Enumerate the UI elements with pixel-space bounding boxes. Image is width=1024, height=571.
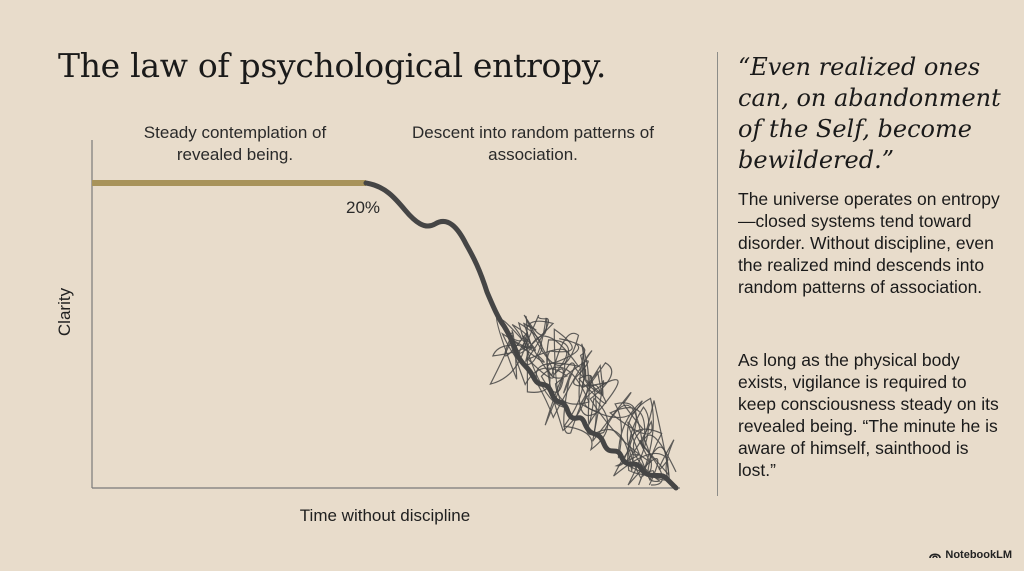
- scribble-stroke: [491, 321, 670, 486]
- descent-line: [363, 180, 679, 491]
- page-title: The law of psychological entropy.: [58, 46, 607, 85]
- sidebar-quote: “Even realized ones can, on abandonment …: [738, 53, 1001, 174]
- x-axis-label: Time without discipline: [299, 506, 471, 525]
- entropy-chart: [91, 140, 680, 491]
- annotation-steady: Steady contemplation of revealed being.: [143, 123, 327, 164]
- marker-label: 20%: [346, 198, 381, 217]
- brand-name: NotebookLM: [945, 549, 1012, 561]
- brand-badge: NotebookLM: [929, 549, 1012, 561]
- y-axis-label: Clarity: [55, 287, 74, 337]
- sidebar-paragraph-2: As long as the physical body exists, vig…: [738, 350, 999, 480]
- annotation-descent: Descent into random patterns of associat…: [412, 123, 654, 164]
- column-divider: [717, 52, 718, 496]
- chaos-scribble: [489, 314, 678, 487]
- sidebar-paragraph-1: The universe operates on entropy—closed …: [738, 189, 1000, 297]
- notebooklm-logo-icon: [929, 553, 942, 559]
- scribble-stroke: [495, 314, 659, 486]
